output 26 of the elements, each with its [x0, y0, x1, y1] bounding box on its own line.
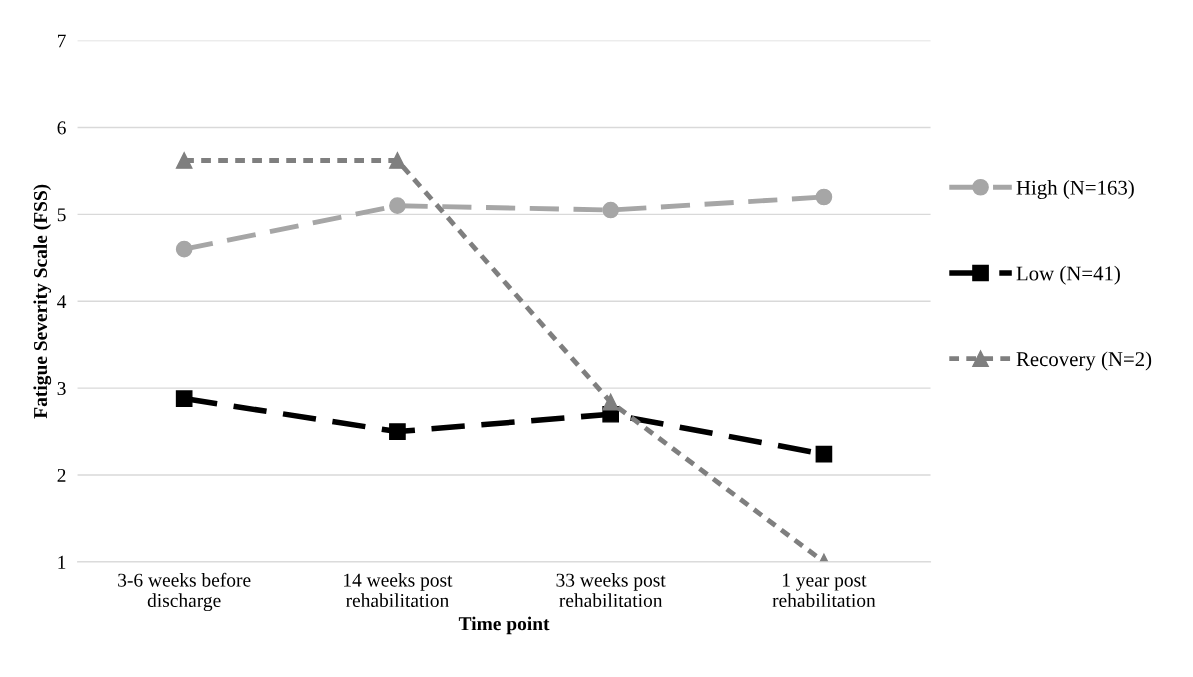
x-tick-label: 1 year post rehabilitation	[772, 573, 876, 608]
y-tick-label: 5	[57, 208, 66, 222]
point	[602, 201, 620, 219]
x-tick-label: 3-6 weeks before discharge	[118, 572, 251, 612]
y-tick-label: 1	[58, 555, 66, 569]
point	[175, 390, 193, 407]
point	[602, 393, 620, 411]
x-tick-label: 33 weeks post rehabilitation	[556, 573, 666, 608]
legend-label: High (N=163)	[1016, 180, 1134, 200]
legend-label: Low (N=41)	[1016, 265, 1120, 285]
y-tick-label: 6	[57, 121, 66, 135]
y-tick-label: 4	[57, 295, 67, 309]
y-tick-label: 7	[57, 34, 66, 48]
point	[389, 423, 406, 440]
point	[815, 188, 833, 206]
legend-label: Recovery (N=2)	[1016, 351, 1152, 371]
point	[175, 152, 193, 169]
y-tick-label: 3	[57, 382, 66, 396]
y-tick-label: 2	[57, 468, 66, 482]
point	[175, 240, 193, 258]
y-axis-title: Fatigue Severity Scale (FSS)	[33, 184, 52, 419]
point	[815, 445, 833, 463]
x-tick-label: 14 weeks post rehabilitation	[344, 573, 453, 608]
point	[389, 197, 406, 215]
x-axis-title: Time point	[458, 616, 550, 635]
point	[389, 152, 406, 169]
